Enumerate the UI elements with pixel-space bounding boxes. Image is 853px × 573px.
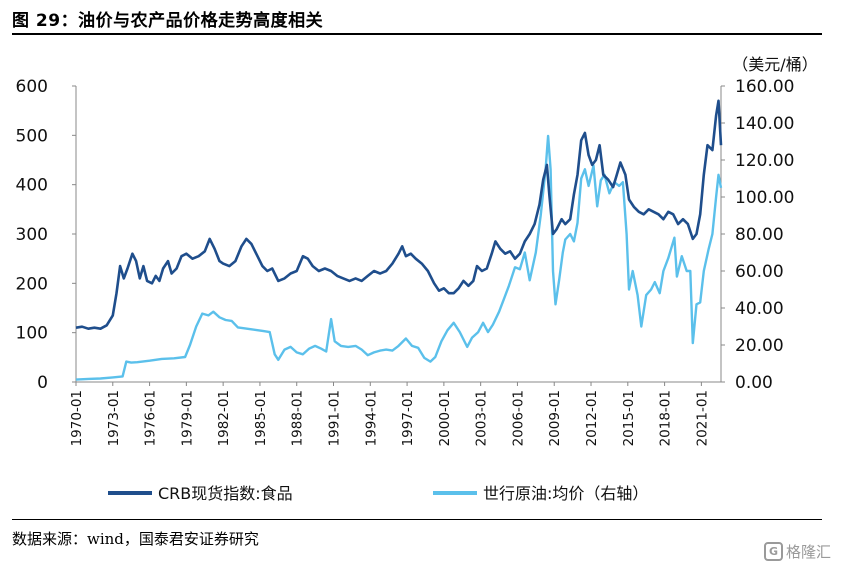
y-left-tick-label: 200 [16, 274, 48, 294]
y-left-tick-label: 100 [16, 324, 48, 344]
y-right-tick-label: 80.00 [735, 225, 784, 245]
series-line-crb-food [75, 99, 723, 330]
y-right-tick-label: 0.00 [735, 373, 773, 393]
y-right-tick-label: 40.00 [735, 299, 784, 319]
x-tick-label: 2003-01 [474, 390, 490, 446]
figure-title: 图 29：油价与农产品价格走势高度相关 [12, 11, 324, 31]
y-left-tick-label: 0 [37, 373, 48, 393]
source-note: 数据来源：wind，国泰君安证券研究 [12, 530, 259, 548]
legend: CRB现货指数:食品 世行原油:均价（右轴） [108, 484, 648, 503]
x-tick-label: 1985-01 [253, 390, 269, 446]
x-tick-label: 1979-01 [179, 390, 195, 446]
legend-label-oil: 世行原油:均价（右轴） [483, 484, 648, 503]
y-right-tick-label: 140.00 [735, 114, 794, 134]
y-left-tick-label: 600 [16, 77, 48, 97]
x-tick-label: 1997-01 [400, 390, 416, 446]
y-left-tick-label: 400 [16, 176, 48, 196]
y-right-tick-label: 160.00 [735, 77, 794, 97]
x-tick-label: 2015-01 [621, 390, 637, 446]
title-rule [12, 33, 822, 35]
x-tick-label: 1991-01 [327, 390, 343, 446]
x-tick-label: 1988-01 [290, 390, 306, 446]
source-rule [12, 519, 822, 520]
y-left-tick-label: 500 [16, 126, 48, 146]
x-tick-label: 2018-01 [658, 390, 674, 446]
x-tick-label: 2021-01 [694, 390, 710, 446]
chart: （美元/桶） 0 100 200 300 400 500 600 0.00 20.00 40.0… [16, 55, 818, 503]
y-right-tick-label: 20.00 [735, 336, 784, 356]
y-left-tick-label: 300 [16, 225, 48, 245]
x-tick-label: 1970-01 [69, 390, 85, 446]
x-tick-label: 1994-01 [363, 390, 379, 446]
watermark-logo-icon: G [763, 542, 783, 561]
right-axis-unit: （美元/桶） [732, 55, 817, 74]
x-tick-label: 2012-01 [584, 390, 600, 446]
y-right-tick-label: 60.00 [735, 262, 784, 282]
x-tick-label: 1973-01 [106, 390, 122, 446]
y-right-tick-label: 100.00 [735, 188, 794, 208]
watermark-text: 格隆汇 [785, 543, 831, 561]
y-right-tick-label: 120.00 [735, 151, 794, 171]
x-tick-label: 2006-01 [510, 390, 526, 446]
legend-label-crb: CRB现货指数:食品 [158, 484, 293, 503]
watermark: G 格隆汇 [763, 541, 831, 562]
x-tick-label: 2009-01 [547, 390, 563, 446]
x-tick-label: 2000-01 [437, 390, 453, 446]
x-tick-label: 1976-01 [143, 390, 159, 446]
series-line-crude-oil [75, 134, 723, 381]
x-tick-label: 1982-01 [216, 390, 232, 446]
